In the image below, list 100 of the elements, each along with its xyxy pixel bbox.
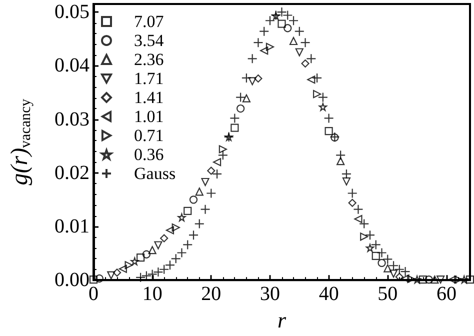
- point: [424, 276, 433, 284]
- point: [164, 260, 176, 270]
- point: [318, 102, 327, 111]
- point: [301, 59, 310, 68]
- legend-label: 3.54: [134, 31, 164, 50]
- point: [212, 168, 222, 179]
- point: [230, 124, 239, 132]
- point: [166, 226, 174, 234]
- point: [182, 240, 193, 250]
- legend-label: 2.36: [134, 50, 164, 69]
- legend-label: 1.71: [134, 69, 164, 88]
- point: [260, 46, 268, 55]
- point: [348, 198, 356, 207]
- point: [430, 276, 439, 284]
- point: [107, 271, 116, 280]
- point: [312, 90, 322, 98]
- legend-label: Gauss: [134, 164, 176, 183]
- point: [266, 42, 274, 51]
- point: [160, 234, 168, 242]
- point: [448, 276, 456, 284]
- point: [188, 230, 199, 240]
- point: [318, 92, 328, 102]
- x-tick-label: 40: [318, 283, 339, 306]
- point: [370, 240, 381, 250]
- point: [170, 254, 181, 264]
- point: [230, 113, 240, 124]
- point: [278, 20, 286, 28]
- y-tick-label: 0.02: [54, 162, 90, 184]
- legend-label: 7.07: [134, 12, 164, 31]
- point: [466, 276, 474, 284]
- point: [136, 254, 145, 262]
- point: [395, 272, 404, 281]
- point: [207, 166, 216, 175]
- point: [342, 177, 351, 186]
- point: [312, 72, 322, 84]
- point: [147, 269, 158, 280]
- point: [307, 76, 316, 84]
- point: [366, 244, 374, 252]
- legend-label: 0.36: [134, 145, 164, 164]
- point: [124, 261, 133, 270]
- point: [341, 168, 352, 179]
- point: [206, 188, 216, 198]
- x-tick-label: 20: [201, 283, 222, 306]
- point: [248, 77, 256, 86]
- point: [200, 204, 210, 214]
- point: [153, 267, 164, 278]
- point: [172, 224, 180, 232]
- point: [378, 258, 386, 267]
- point: [247, 54, 258, 64]
- point: [336, 150, 346, 160]
- point: [194, 218, 204, 229]
- point: [364, 230, 376, 240]
- point: [218, 145, 227, 154]
- x-tick-label: 50: [378, 283, 398, 306]
- point: [195, 188, 204, 196]
- point: [130, 257, 139, 266]
- point: [294, 26, 304, 36]
- point: [201, 178, 210, 186]
- x-tick-label: 10: [142, 283, 162, 306]
- point: [324, 113, 334, 124]
- point: [241, 72, 252, 84]
- point: [154, 241, 162, 250]
- point: [178, 213, 186, 222]
- y-tick-label: 0.00: [54, 269, 90, 292]
- point: [360, 232, 368, 241]
- y-tick-label: 0.05: [54, 1, 90, 24]
- point: [218, 150, 228, 160]
- point: [264, 16, 276, 26]
- point: [142, 250, 150, 258]
- point: [118, 264, 127, 273]
- point: [136, 272, 146, 282]
- point: [324, 127, 333, 136]
- point: [436, 276, 445, 284]
- point: [336, 157, 345, 166]
- point: [372, 252, 380, 260]
- point: [112, 268, 122, 277]
- x-tick-label: 30: [260, 283, 280, 306]
- point: [353, 204, 364, 214]
- legend-label: 1.41: [134, 88, 164, 107]
- point: [259, 26, 270, 36]
- y-tick-label: 0.03: [54, 108, 90, 130]
- point: [159, 264, 170, 274]
- point: [189, 196, 198, 204]
- point: [212, 158, 222, 166]
- y-axis-title: g(r)vacancy: [7, 98, 34, 186]
- legend-label: 0.71: [134, 126, 164, 145]
- point: [418, 276, 427, 284]
- y-tick-label: 0.04: [54, 54, 90, 77]
- point: [254, 74, 262, 83]
- point: [384, 264, 392, 272]
- point: [148, 246, 156, 254]
- x-tick-label: 60: [436, 283, 456, 306]
- point: [306, 54, 316, 64]
- point: [236, 92, 246, 102]
- point: [401, 274, 410, 283]
- legend-label: 1.01: [134, 107, 164, 126]
- point: [407, 274, 416, 284]
- x-tick-label: 0: [88, 283, 98, 306]
- point: [89, 276, 98, 284]
- point: [236, 104, 245, 113]
